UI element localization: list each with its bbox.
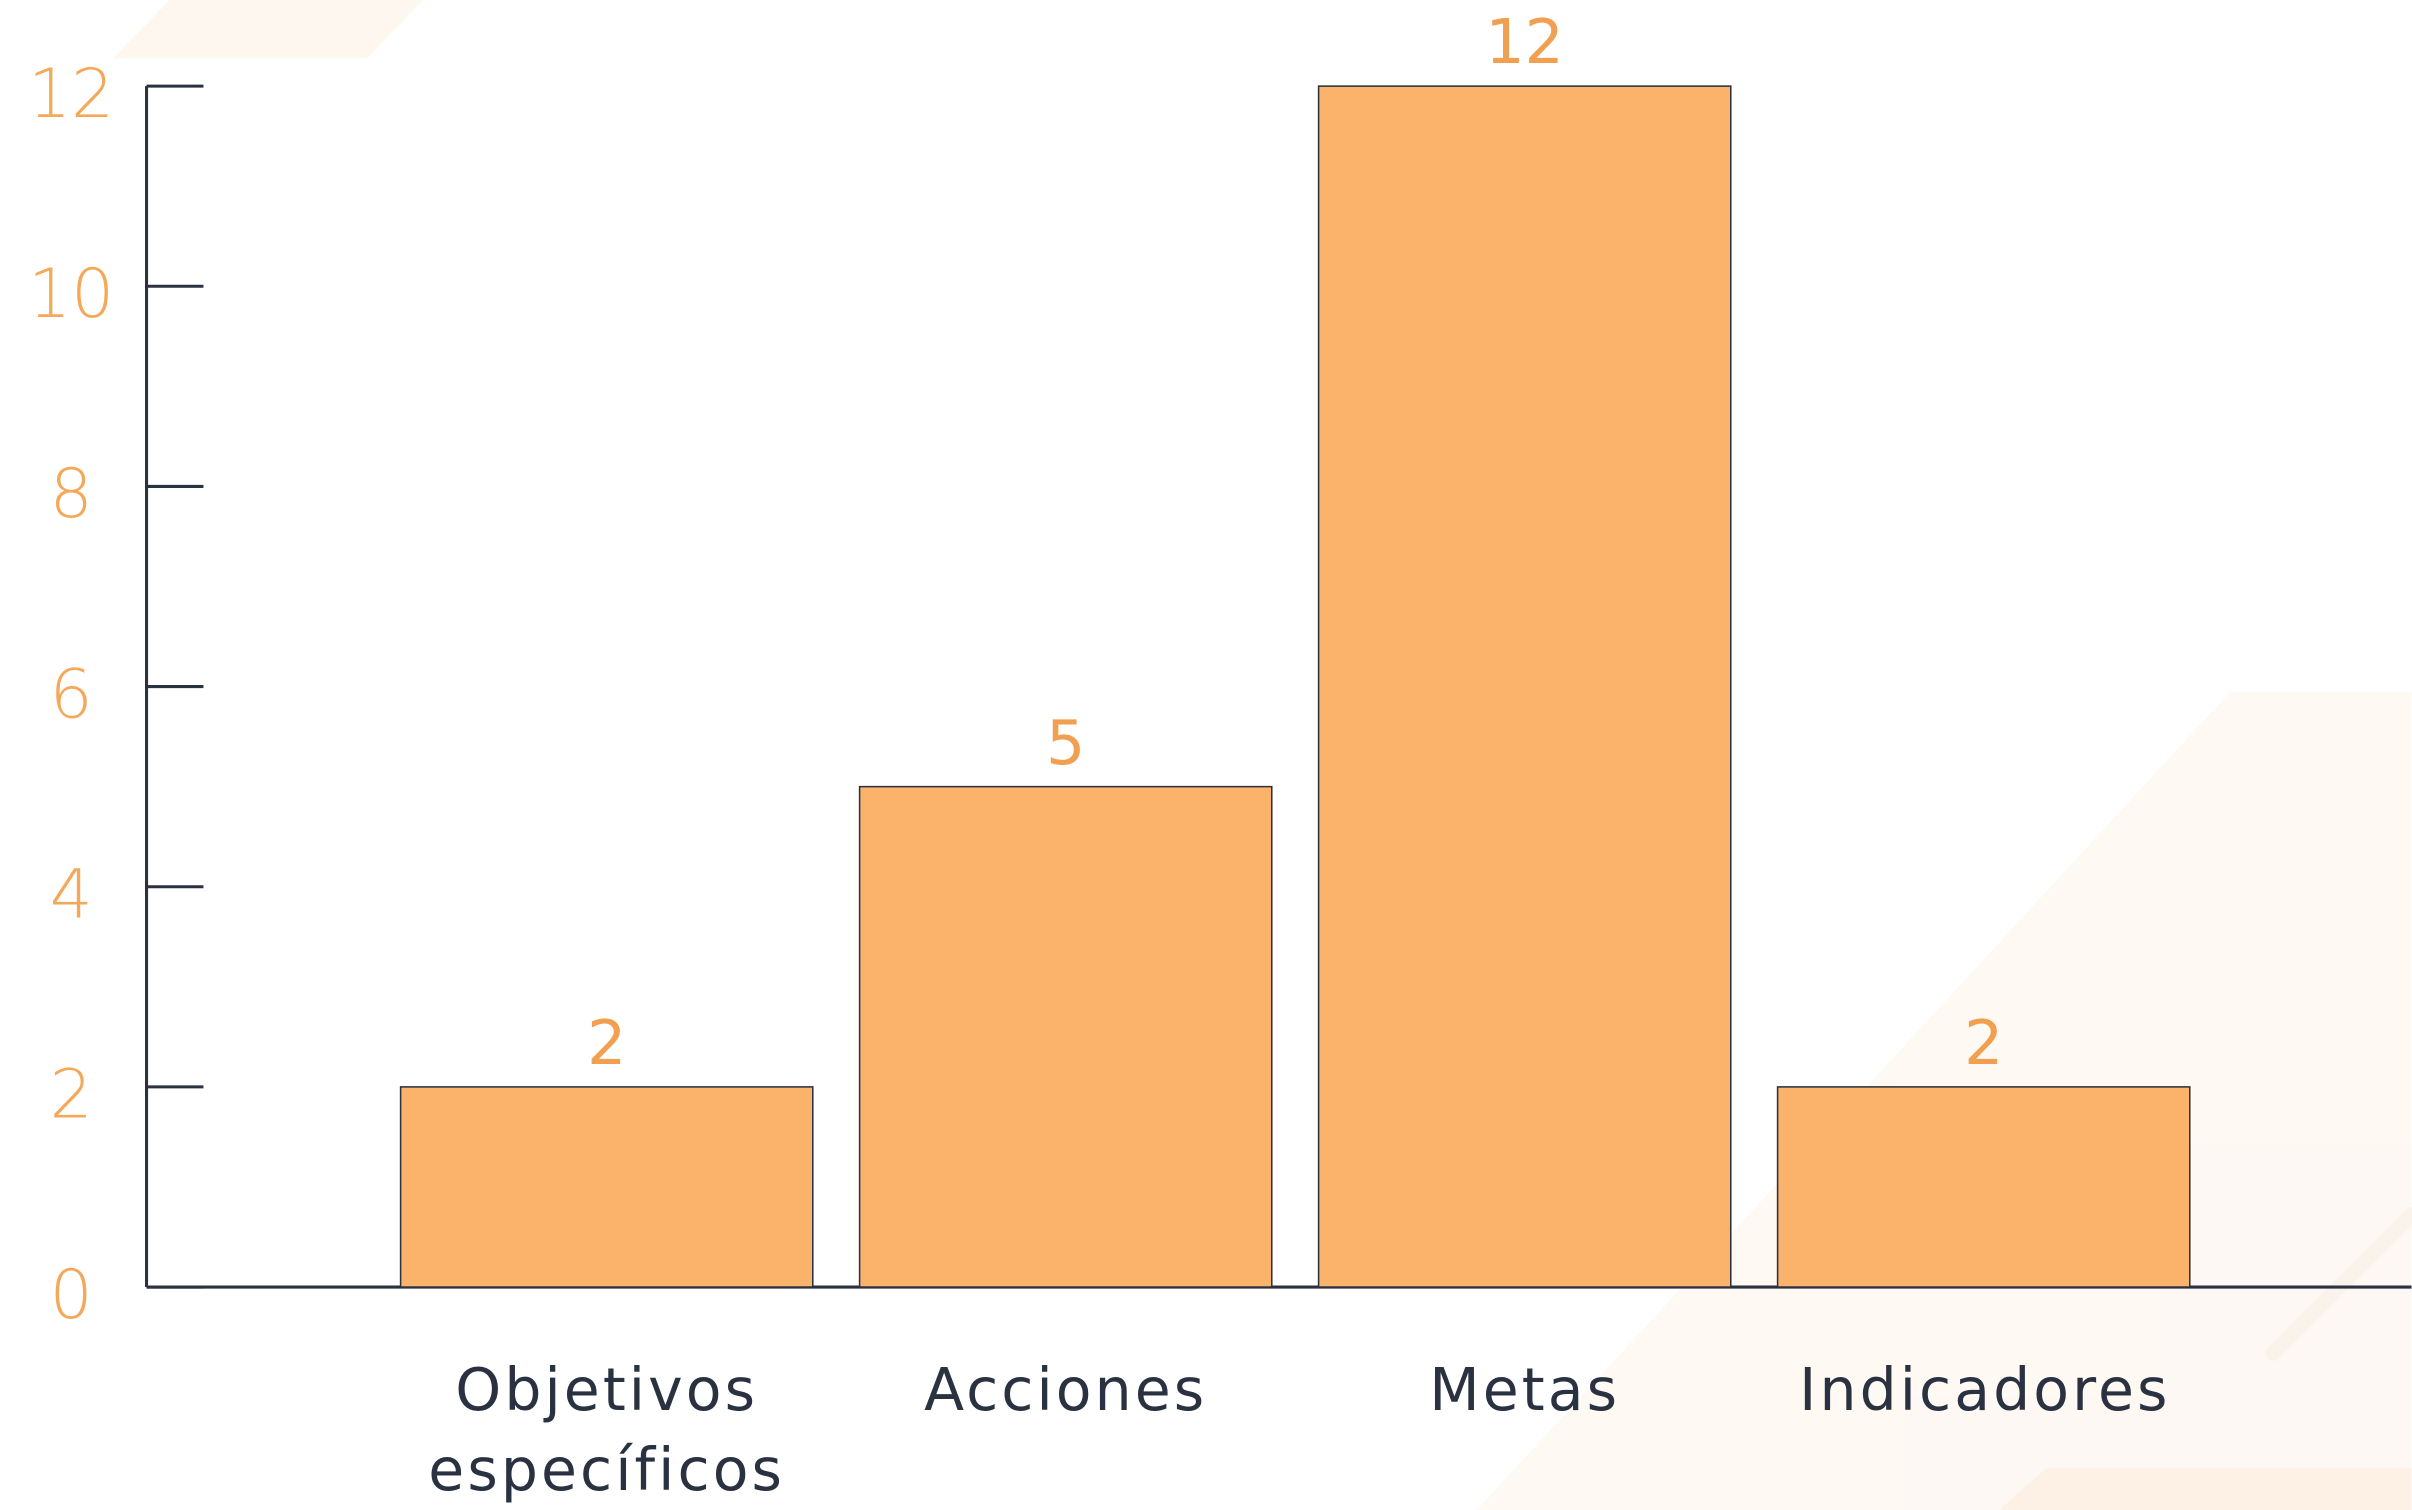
x-tick-label-box: Metas xyxy=(1429,1356,1621,1424)
x-tick-label: Metas xyxy=(1429,1356,1621,1424)
x-tick-label-box: Objetivos específicos xyxy=(428,1356,786,1504)
y-tick-label: 6 xyxy=(50,654,93,733)
y-tick-label: 0 xyxy=(50,1255,93,1334)
value-label: 2 xyxy=(1964,1007,2003,1079)
bar xyxy=(399,1086,814,1288)
y-tick-label: 8 xyxy=(50,454,93,533)
y-tick-label: 10 xyxy=(28,254,114,333)
y-tick-label: 4 xyxy=(50,855,93,934)
x-tick-label-box: Acciones xyxy=(924,1356,1208,1424)
bar xyxy=(1317,85,1732,1288)
value-label: 12 xyxy=(1486,6,1564,78)
value-label: 5 xyxy=(1046,707,1085,779)
x-tick-label-box: Indicadores xyxy=(1799,1356,2169,1424)
x-tick-label: Indicadores xyxy=(1799,1356,2169,1424)
bar xyxy=(858,785,1273,1288)
bar xyxy=(1776,1086,2191,1288)
x-tick-label: Acciones xyxy=(924,1356,1208,1424)
x-tick-label: Objetivos específicos xyxy=(428,1356,786,1504)
y-tick-label: 2 xyxy=(50,1055,93,1134)
y-tick-label: 12 xyxy=(28,54,114,133)
value-label: 2 xyxy=(587,1007,626,1079)
